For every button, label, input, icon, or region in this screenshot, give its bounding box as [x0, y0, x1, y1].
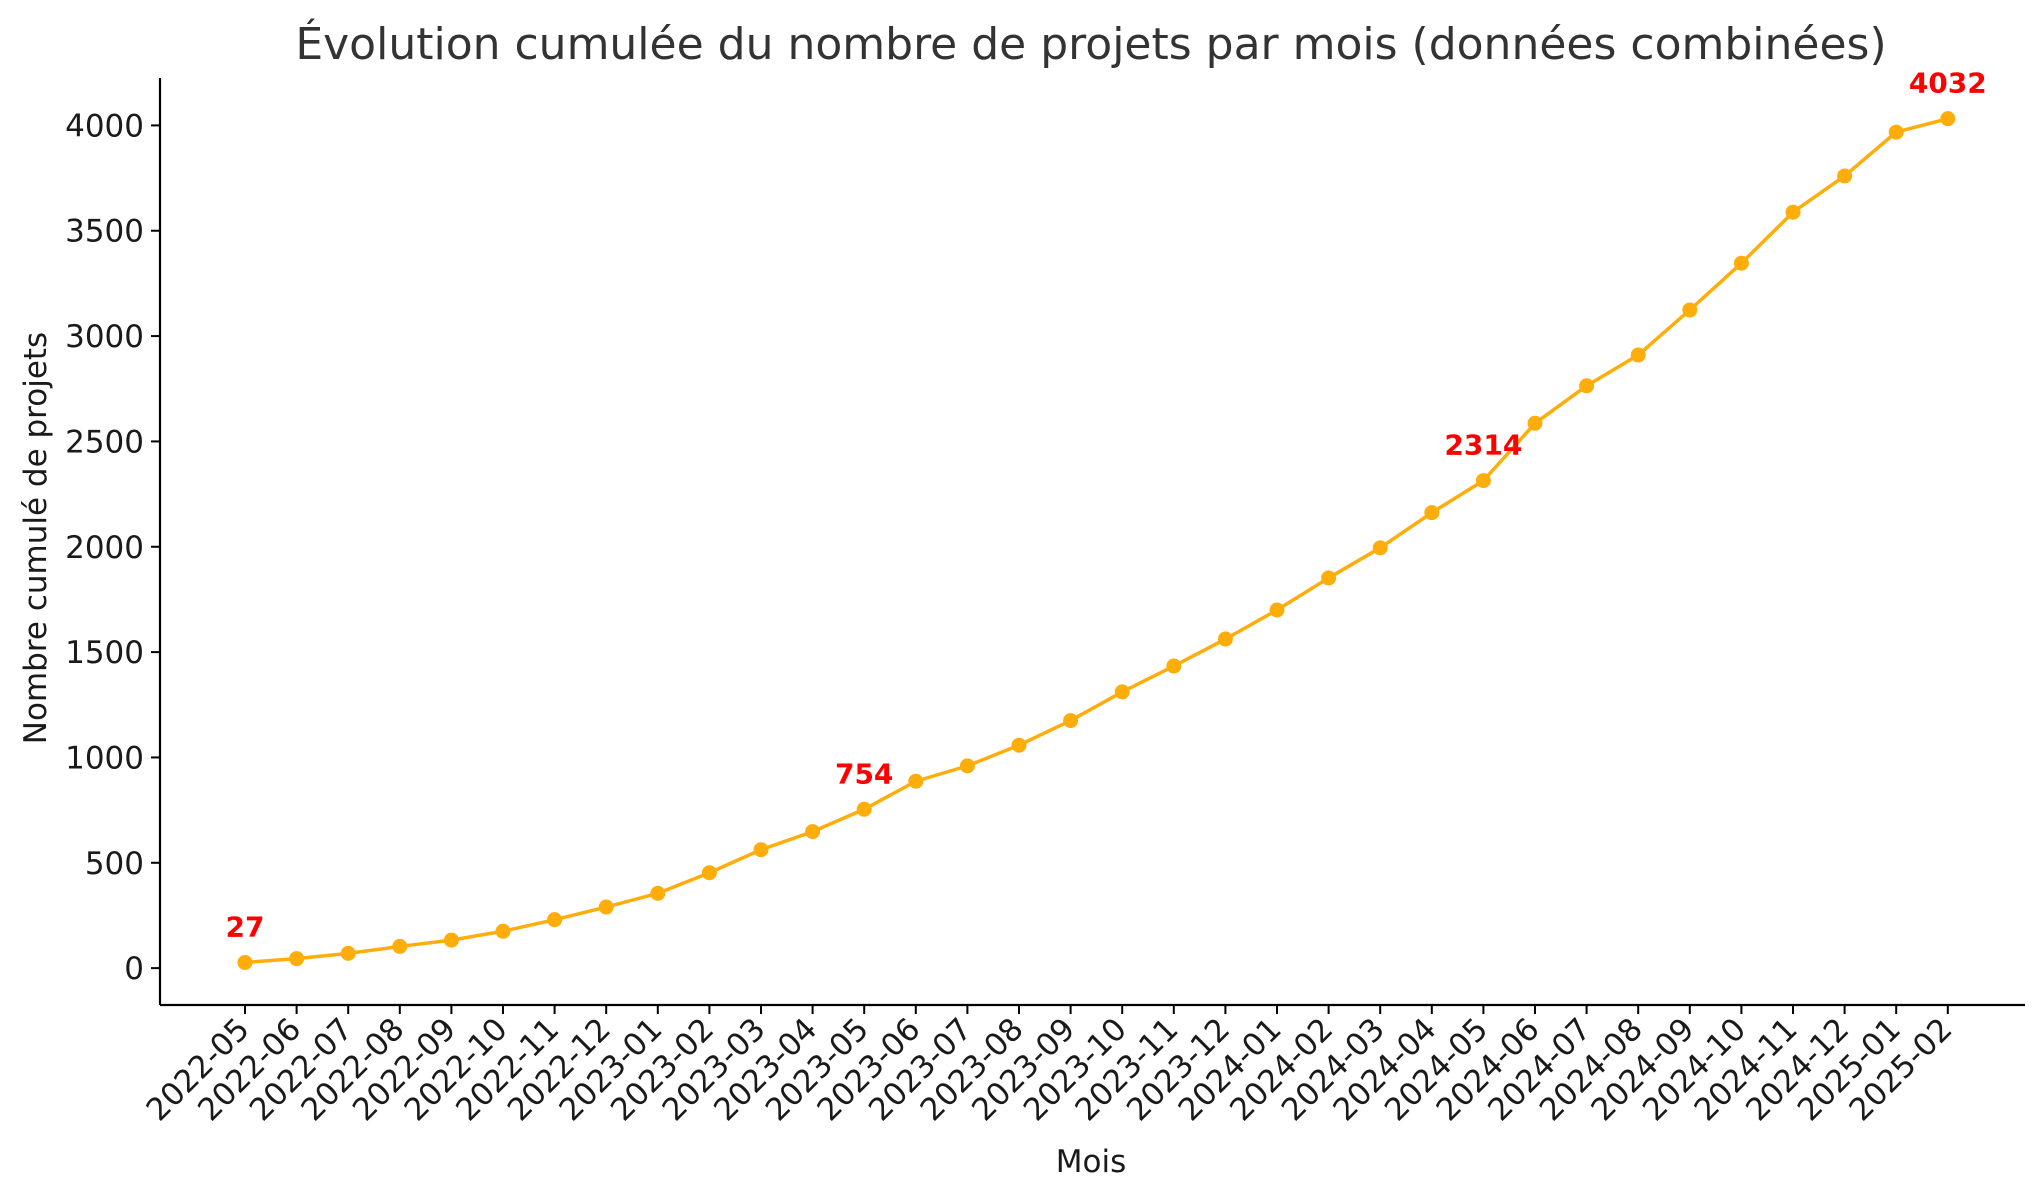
y-tick-label: 500 [85, 846, 144, 882]
data-point [1785, 204, 1801, 220]
y-tick-label: 4000 [65, 108, 144, 144]
y-tick-label: 2500 [65, 424, 144, 460]
data-point [1888, 124, 1904, 140]
data-point [1321, 570, 1337, 586]
data-point [1733, 255, 1749, 271]
data-point [1682, 302, 1698, 318]
data-point [805, 824, 821, 840]
data-point [753, 842, 769, 858]
data-point [1940, 111, 1956, 127]
data-point [1217, 631, 1233, 647]
data-point [598, 899, 614, 915]
data-point [495, 923, 511, 939]
data-point [1372, 540, 1388, 556]
y-tick-label: 1500 [65, 635, 144, 671]
y-tick-label: 1000 [65, 740, 144, 776]
y-tick-label: 2000 [65, 530, 144, 566]
y-tick-label: 3500 [65, 214, 144, 250]
data-point [1579, 378, 1595, 394]
y-tick-label: 0 [124, 951, 144, 987]
data-point [1114, 684, 1130, 700]
data-label: 2314 [1444, 429, 1522, 462]
data-point [340, 945, 356, 961]
data-point [856, 801, 872, 817]
data-point [1269, 602, 1285, 618]
data-point [1630, 347, 1646, 363]
chart-title: Évolution cumulée du nombre de projets p… [295, 17, 1886, 70]
data-label: 27 [226, 910, 265, 943]
data-point [392, 938, 408, 954]
data-point [908, 773, 924, 789]
data-point [650, 885, 666, 901]
data-point [547, 912, 563, 928]
series-line [244, 116, 1949, 965]
data-point [1424, 505, 1440, 521]
plot-area: 050010001500200025003000350040002022-052… [65, 67, 2025, 1128]
data-point [1475, 473, 1491, 489]
data-point [1527, 415, 1543, 431]
data-point [289, 951, 305, 967]
y-axis-label: Nombre cumulé de projets [18, 332, 54, 744]
x-axis-label: Mois [1056, 1144, 1126, 1180]
data-point [959, 758, 975, 774]
data-label: 754 [835, 757, 893, 790]
data-point [1063, 713, 1079, 729]
data-point [1837, 168, 1853, 184]
data-point [701, 865, 717, 881]
y-tick-label: 3000 [65, 319, 144, 355]
data-point [1166, 658, 1182, 674]
data-point [237, 954, 253, 970]
data-point [443, 932, 459, 948]
data-label: 4032 [1909, 67, 1987, 100]
data-point [1011, 737, 1027, 753]
